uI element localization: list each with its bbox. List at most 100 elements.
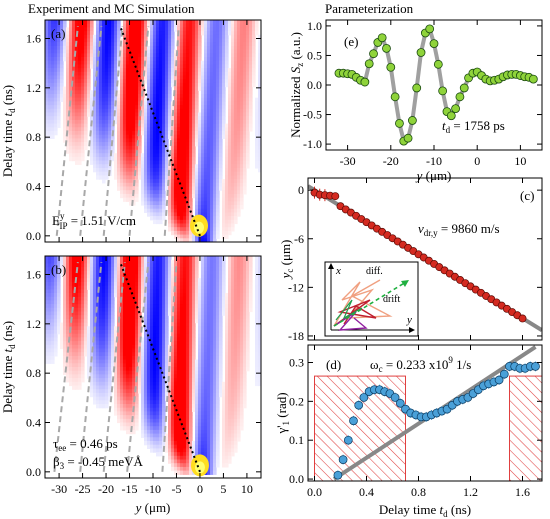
heatmap-cell (153, 31, 157, 36)
heatmap-cell (75, 333, 79, 338)
heatmap-cell (174, 153, 178, 158)
heatmap-cell (90, 145, 94, 151)
heatmap-cell (90, 42, 94, 47)
heatmap-cell (195, 42, 199, 47)
heatmap-cell (69, 34, 73, 40)
heatmap-cell (93, 116, 97, 121)
heatmap-cell (114, 20, 118, 25)
heatmap-cell (69, 311, 73, 316)
heatmap-cell (126, 138, 130, 143)
heatmap-cell (132, 411, 136, 416)
heatmap-cell (51, 337, 55, 342)
heatmap-cell (105, 164, 109, 169)
heatmap-cell (168, 426, 172, 431)
heatmap-cell (123, 49, 127, 54)
heatmap-cell (237, 119, 241, 125)
heatmap-cell (135, 127, 139, 132)
heatmap-cell (210, 64, 214, 69)
heatmap-cell (141, 400, 145, 405)
heatmap-cell (228, 153, 232, 158)
heatmap-cell (105, 149, 109, 154)
heatmap-cell (228, 108, 232, 114)
heatmap-cell (72, 367, 76, 372)
heatmap-cell (237, 101, 241, 106)
heatmap-cell (180, 127, 184, 132)
heatmap-cell (57, 53, 61, 58)
heatmap-cell (171, 289, 175, 294)
heatmap-cell (159, 153, 163, 158)
heatmap-cell (162, 75, 166, 80)
heatmap-cell (234, 134, 238, 139)
heatmap-cell (174, 223, 178, 228)
heatmap-cell (156, 274, 160, 279)
heatmap-cell (78, 300, 82, 305)
heatmap-cell (45, 318, 49, 324)
heatmap-cell (117, 131, 121, 136)
heatmap-cell (153, 341, 157, 346)
heatmap-cell (102, 175, 106, 180)
heatmap-cell (162, 182, 166, 188)
heatmap-cell (129, 142, 133, 147)
heatmap-cell (207, 42, 211, 47)
heatmap-cell (90, 142, 94, 147)
heatmap-cell (150, 311, 154, 316)
heatmap-cell (66, 34, 70, 40)
heatmap-cell (150, 415, 154, 420)
heatmap-cell (138, 355, 142, 361)
heatmap-cell (108, 49, 112, 54)
heatmap-cell (150, 367, 154, 372)
heatmap-cell (165, 281, 169, 287)
heatmap-cell (120, 415, 124, 420)
heatmap-cell (123, 75, 127, 80)
heatmap-cell (111, 300, 115, 305)
heatmap-cell (219, 127, 223, 132)
heatmap-cell (129, 429, 133, 435)
heatmap-cell (153, 274, 157, 279)
heatmap-cell (60, 344, 64, 350)
heatmap-cell (210, 138, 214, 143)
heatmap-cell (156, 293, 160, 298)
heatmap-cell (66, 108, 70, 114)
heatmap-cell (141, 193, 145, 199)
heatmap-cell (201, 86, 205, 91)
heatmap-cell (111, 23, 115, 28)
heatmap-cell (237, 142, 241, 147)
heatmap-cell (240, 27, 244, 32)
heatmap-cell (153, 142, 157, 147)
heatmap-cell (48, 34, 52, 40)
heatmap-cell (96, 363, 100, 368)
heatmap-cell (138, 156, 142, 162)
heatmap-cell (87, 263, 91, 268)
heatmap-cell (54, 64, 58, 69)
heatmap-cell (93, 42, 97, 47)
heatmap-cell (234, 38, 238, 43)
heatmap-cell (249, 71, 253, 77)
heatmap-cell (102, 392, 106, 398)
heatmap-cell (216, 49, 220, 54)
heatmap-cell (126, 71, 130, 77)
heatmap-cell (147, 378, 151, 383)
heatmap-cell (252, 27, 256, 32)
heatmap-cell (66, 145, 70, 151)
heatmap-cell (192, 64, 196, 69)
heatmap-cell (123, 355, 127, 361)
heatmap-cell (126, 426, 130, 431)
heatmap-cell (207, 138, 211, 143)
heatmap-cell (75, 256, 79, 261)
heatmap-cell (201, 131, 205, 136)
heatmap-cell (129, 23, 133, 28)
heatmap-cell (87, 23, 91, 28)
heatmap-cell (51, 71, 55, 77)
heatmap-cell (117, 278, 121, 283)
heatmap-cell (105, 94, 109, 99)
heatmap-cell (168, 289, 172, 294)
heatmap-cell (135, 389, 139, 394)
heatmap-cell (141, 131, 145, 136)
heatmap-cell (177, 112, 181, 117)
heatmap-cell (51, 322, 55, 327)
heatmap-cell (126, 355, 130, 361)
heatmap-cell (147, 123, 151, 128)
heatmap-cell (114, 404, 118, 409)
heatmap-cell (93, 259, 97, 264)
heatmap-cell (72, 123, 76, 128)
